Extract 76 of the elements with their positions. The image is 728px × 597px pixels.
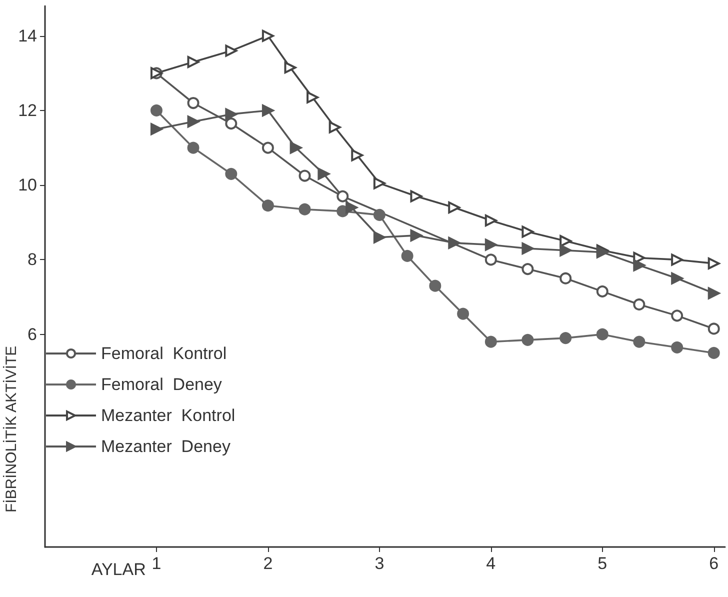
point [225, 168, 238, 180]
y-tick-label: 12 [18, 100, 37, 120]
point [484, 336, 497, 348]
point [671, 254, 684, 266]
point [560, 235, 572, 248]
point [373, 208, 386, 221]
point [457, 308, 470, 320]
point [484, 254, 497, 266]
y-tick-label: 8 [28, 250, 37, 270]
point [560, 244, 572, 256]
point [225, 44, 238, 57]
point [262, 142, 274, 154]
point [401, 250, 414, 262]
x-tick-label: 3 [374, 554, 384, 573]
point [187, 116, 200, 128]
x-tick-label: 4 [486, 554, 496, 573]
point [262, 104, 274, 116]
point [596, 328, 608, 340]
point [351, 149, 364, 162]
point [225, 118, 238, 130]
legend-label: Femoral Deney [101, 375, 222, 394]
point [633, 336, 646, 348]
point [328, 121, 341, 134]
y-tick-label: 14 [18, 26, 37, 46]
point [290, 142, 302, 154]
point [708, 322, 720, 335]
point [318, 168, 330, 180]
point [150, 104, 162, 116]
point [708, 346, 720, 359]
point [410, 190, 422, 202]
point [448, 236, 460, 249]
x-axis-title: AYLAR [91, 560, 146, 579]
point [373, 177, 386, 190]
point [560, 332, 572, 344]
point [671, 341, 684, 354]
point [262, 30, 274, 42]
point [284, 62, 296, 74]
point [522, 242, 534, 255]
point [708, 287, 720, 300]
point [150, 123, 162, 136]
point [187, 97, 200, 110]
point [560, 272, 572, 284]
point [448, 201, 460, 214]
point [522, 263, 534, 276]
point [671, 272, 684, 284]
y-tick-label: 6 [28, 324, 37, 344]
point [522, 226, 534, 238]
point [708, 257, 720, 270]
legend-label: Mezanter Deney [101, 437, 231, 456]
y-axis-title: FİBRİNOLİTİK AKTİVİTE [2, 346, 20, 513]
legend-label: Femoral Kontrol [101, 344, 227, 363]
point [671, 310, 684, 322]
legend-label: Mezanter Kontrol [101, 406, 236, 425]
x-tick-label: 2 [263, 554, 273, 573]
point [429, 280, 442, 292]
point [187, 56, 200, 68]
point [298, 203, 311, 216]
point [633, 259, 646, 272]
point [346, 201, 358, 214]
point [522, 334, 534, 346]
point [633, 298, 646, 310]
point [225, 108, 238, 120]
point [484, 238, 497, 251]
point [306, 91, 319, 104]
x-tick-label: 5 [598, 554, 608, 573]
point [262, 200, 274, 212]
point [187, 142, 200, 154]
x-tick-label: 1 [152, 554, 162, 573]
point [484, 214, 497, 227]
point [336, 190, 349, 202]
point [410, 229, 422, 242]
x-tick-label: 6 [709, 554, 719, 573]
point [298, 170, 311, 182]
point [596, 285, 608, 298]
y-tick-label: 10 [18, 176, 37, 195]
point [373, 231, 386, 244]
